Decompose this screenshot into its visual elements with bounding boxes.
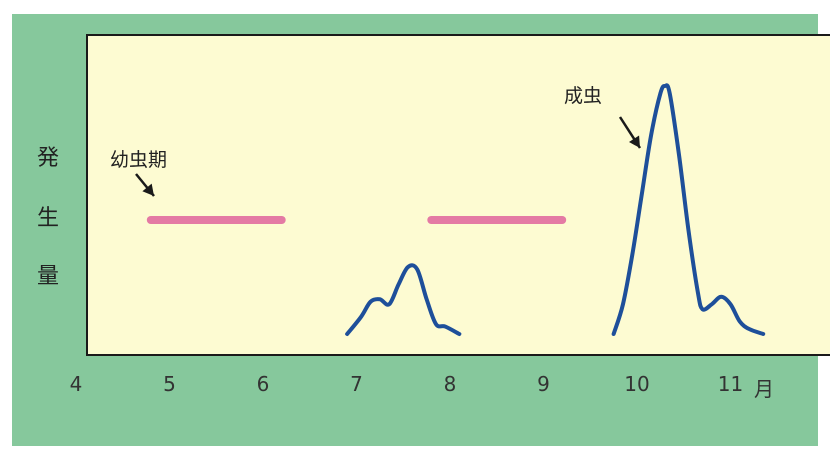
x-tick-label: 7 bbox=[350, 372, 363, 396]
larva-period-label: 幼虫期 bbox=[110, 149, 168, 171]
ylabel-char-2: 生 bbox=[37, 206, 60, 231]
emergence-curve-2 bbox=[611, 83, 766, 336]
x-tick-label: 4 bbox=[69, 372, 83, 396]
chart-svg bbox=[135, 83, 766, 336]
x-tick-label: 11 bbox=[717, 372, 744, 396]
larva-arrow-icon bbox=[135, 173, 155, 197]
adult-arrow-icon bbox=[618, 116, 642, 149]
ylabel-char-1: 発 bbox=[37, 146, 60, 171]
emergence-curve-1 bbox=[345, 263, 462, 336]
adult-label: 成虫 bbox=[564, 85, 603, 107]
ylabel-char-3: 量 bbox=[37, 264, 60, 289]
x-tick-label: 9 bbox=[537, 372, 550, 396]
chart-frame: 発 生 量 幼虫期 成虫 月 4 5 6 7 8 9 10 11 bbox=[12, 14, 830, 446]
x-tick-label: 10 bbox=[624, 372, 650, 396]
plot-area bbox=[86, 34, 830, 356]
x-axis-unit: 月 bbox=[754, 377, 774, 401]
x-tick-label: 6 bbox=[256, 372, 270, 396]
x-tick-label: 5 bbox=[163, 372, 176, 396]
x-tick-label: 8 bbox=[443, 372, 457, 396]
